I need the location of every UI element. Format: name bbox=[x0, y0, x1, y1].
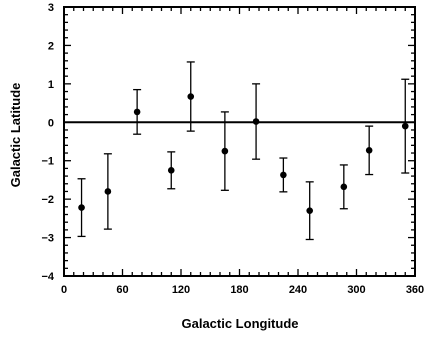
data-point bbox=[220, 111, 229, 191]
data-point bbox=[167, 151, 176, 190]
y-axis-label: Galactic Latitude bbox=[8, 83, 23, 188]
data-point bbox=[77, 178, 86, 238]
y-tick-label: 3 bbox=[48, 2, 54, 14]
x-tick-label: 360 bbox=[406, 284, 424, 296]
data-marker bbox=[306, 207, 314, 214]
data-point bbox=[365, 125, 374, 176]
axes bbox=[63, 6, 416, 277]
x-tick-label: 240 bbox=[289, 284, 307, 296]
data-marker bbox=[221, 147, 229, 155]
data-marker bbox=[78, 204, 85, 211]
plot-frame bbox=[63, 6, 416, 277]
data-marker bbox=[133, 108, 141, 116]
x-tick-label: 0 bbox=[61, 284, 67, 296]
y-tick-label: −2 bbox=[41, 194, 54, 206]
y-tick-label: −1 bbox=[41, 156, 54, 168]
tick-labels: 0 60 120 180 240 300 360 −4 −3 −2 −1 0 1 2 3 bbox=[41, 2, 424, 296]
data-point bbox=[305, 181, 314, 241]
y-tick-label: −4 bbox=[41, 271, 54, 283]
ticks bbox=[63, 6, 416, 277]
data-point bbox=[252, 83, 261, 160]
data-marker bbox=[187, 93, 195, 100]
x-axis-label: Galactic Longitude bbox=[181, 316, 298, 331]
x-tick-label: 120 bbox=[172, 284, 190, 296]
data-marker bbox=[401, 122, 409, 130]
data-point bbox=[279, 157, 288, 193]
x-tick-label: 180 bbox=[230, 284, 248, 296]
y-tick-label: 1 bbox=[48, 79, 54, 91]
data-point bbox=[103, 153, 112, 230]
y-tick-label: −3 bbox=[41, 233, 54, 245]
x-tick-label: 300 bbox=[347, 284, 365, 296]
data-marker bbox=[104, 188, 112, 195]
data-points bbox=[77, 61, 410, 241]
data-marker bbox=[167, 167, 175, 174]
data-marker bbox=[280, 171, 287, 179]
data-point bbox=[339, 164, 348, 210]
data-marker bbox=[340, 183, 348, 191]
data-point bbox=[133, 88, 142, 135]
data-point bbox=[186, 61, 195, 132]
y-tick-label: 2 bbox=[48, 40, 54, 52]
x-tick-label: 60 bbox=[116, 284, 128, 296]
data-point bbox=[401, 78, 410, 174]
data-marker bbox=[252, 118, 260, 125]
data-marker bbox=[365, 147, 373, 154]
y-tick-label: 0 bbox=[48, 117, 54, 129]
